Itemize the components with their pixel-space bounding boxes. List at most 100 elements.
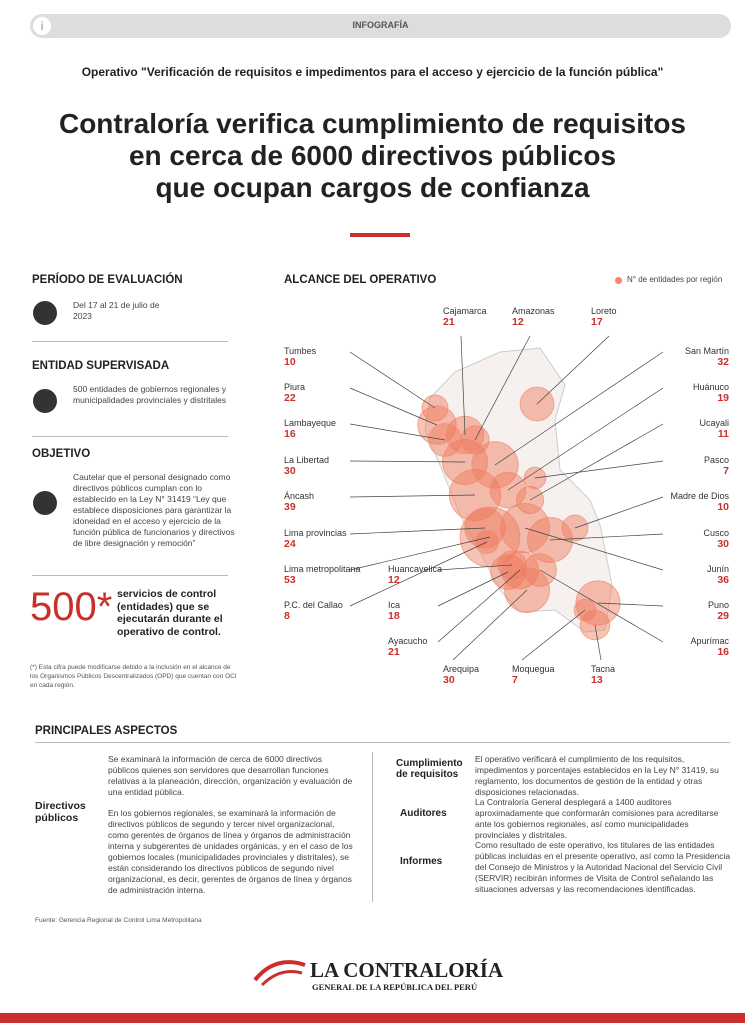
region-name: Piura: [284, 382, 306, 392]
region-name: Tumbes: [284, 346, 317, 356]
region-name: Lambayeque: [284, 418, 337, 428]
region-label: Ayacucho 21: [388, 636, 427, 658]
region-label: San Martín 32: [685, 346, 729, 368]
heading: ALCANCE DEL OPERATIVO: [284, 274, 437, 286]
region-label: Madre de Dios 10: [670, 491, 729, 513]
region-value: 12: [388, 574, 400, 586]
region-label: Loreto 17: [591, 306, 617, 328]
heading: ENTIDAD SUPERVISADA: [32, 360, 170, 372]
leader-line: [474, 335, 531, 441]
region-name: Huánuco: [692, 382, 729, 392]
region-label: Ica 18: [388, 600, 400, 622]
region-label: Puno 29: [708, 600, 729, 622]
entidad-text: 500 entidades de gobiernos regionales y …: [73, 384, 227, 405]
aspect-label: Informes: [400, 856, 443, 867]
stat-number: 500*: [30, 585, 113, 629]
leader-line: [349, 423, 446, 441]
region-value: 18: [388, 610, 400, 622]
title: Contraloría verifica cumplimiento de req…: [0, 108, 745, 204]
region-name: Ayacucho: [388, 636, 428, 646]
region-name: Amazonas: [512, 306, 555, 316]
aspect-text: Se examinará la información de cerca de …: [108, 754, 353, 797]
leader-line: [597, 602, 664, 607]
region-name: Ucayali: [699, 418, 729, 428]
logo-name: LA CONTRALORÍA: [310, 958, 504, 982]
region-name: Moquegua: [512, 664, 555, 674]
region-value: 39: [284, 501, 296, 513]
map: [349, 335, 664, 661]
region-value: 13: [591, 674, 603, 686]
region-value: 32: [717, 356, 729, 368]
divider: [32, 436, 228, 437]
region-name: Pasco: [703, 455, 729, 465]
stat-text: servicios de control (entidades) que se …: [117, 588, 223, 638]
region-name: Puno: [707, 600, 729, 610]
region-value: 11: [717, 428, 729, 440]
title-line: en cerca de 6000 directivos públicos: [128, 140, 617, 171]
leader-line: [437, 571, 509, 607]
region-value: 24: [284, 538, 296, 550]
leader-line: [349, 536, 491, 571]
region-value: 53: [284, 574, 296, 586]
heading: PERÍODO DE EVALUACIÓN: [32, 274, 183, 286]
peru-outline: [424, 347, 613, 633]
region-name: Loreto: [591, 306, 617, 316]
leader-line: [452, 589, 528, 661]
region-value: 16: [717, 646, 729, 658]
leader-line: [574, 496, 664, 529]
bottom-bar: [0, 1013, 745, 1023]
leader-line: [349, 494, 476, 498]
region-value: 10: [717, 501, 729, 513]
legend-swatch: [615, 277, 622, 284]
leader-line: [536, 335, 610, 405]
leader-line: [349, 541, 488, 607]
region-value: 29: [717, 610, 729, 622]
region-name: Ica: [388, 600, 401, 610]
source: Fuente: Gerencia Regional de Control Lim…: [35, 917, 202, 924]
building-icon: [33, 389, 57, 413]
aspect-text: El operativo verificará el cumplimiento …: [475, 754, 719, 797]
region-label: Amazonas 12: [512, 306, 555, 328]
operativo: Operativo "Verificación de requisitos e …: [81, 65, 664, 79]
heading: OBJETIVO: [32, 448, 91, 460]
leader-line: [524, 527, 664, 571]
region-name: Áncash: [284, 491, 315, 501]
region-value: 30: [443, 674, 455, 686]
region-value: 21: [443, 316, 455, 328]
region-label: Arequipa 30: [443, 664, 479, 686]
region-label: Ucayali 11: [699, 418, 729, 440]
region-label: Apurímac 16: [690, 636, 729, 658]
leader-line: [349, 387, 438, 426]
objetivo-text: Cautelar que el personal designado como …: [73, 472, 235, 548]
region-label: Lima provincias 24: [284, 528, 347, 550]
aspect-label: Directivos públicos: [35, 800, 86, 824]
region-value: 12: [512, 316, 524, 328]
region-value: 17: [591, 316, 603, 328]
title-line: Contraloría verifica cumplimiento de req…: [58, 108, 687, 139]
leader-line: [594, 624, 602, 661]
leader-line: [349, 351, 436, 409]
leader-line: [460, 335, 466, 436]
region-value: 22: [284, 392, 296, 404]
region-value: 19: [717, 392, 729, 404]
region-label: Tumbes 10: [284, 346, 316, 368]
logo-mark: [253, 960, 306, 987]
region-name: Arequipa: [443, 664, 480, 674]
leader-line: [349, 460, 466, 463]
leader-line: [549, 533, 664, 541]
region-label: Pasco 7: [704, 455, 729, 477]
region-value: 7: [723, 465, 729, 477]
region-name: La Libertad: [284, 455, 330, 465]
region-label: Lima metropolitana 53: [284, 564, 361, 586]
region-name: San Martín: [684, 346, 729, 356]
region-value: 30: [284, 465, 296, 477]
calendar-icon: [33, 301, 57, 325]
title-line: que ocupan cargos de confianza: [155, 172, 590, 203]
periodo-text: Del 17 al 21 de julio de 2023: [73, 300, 160, 321]
region-label: Piura 22: [284, 382, 305, 404]
badge-bar: [30, 14, 731, 38]
region-label: P.C. del Callao 8: [284, 600, 343, 622]
stat-note: (*) Esta cifra puede modificarse debido …: [30, 664, 237, 689]
